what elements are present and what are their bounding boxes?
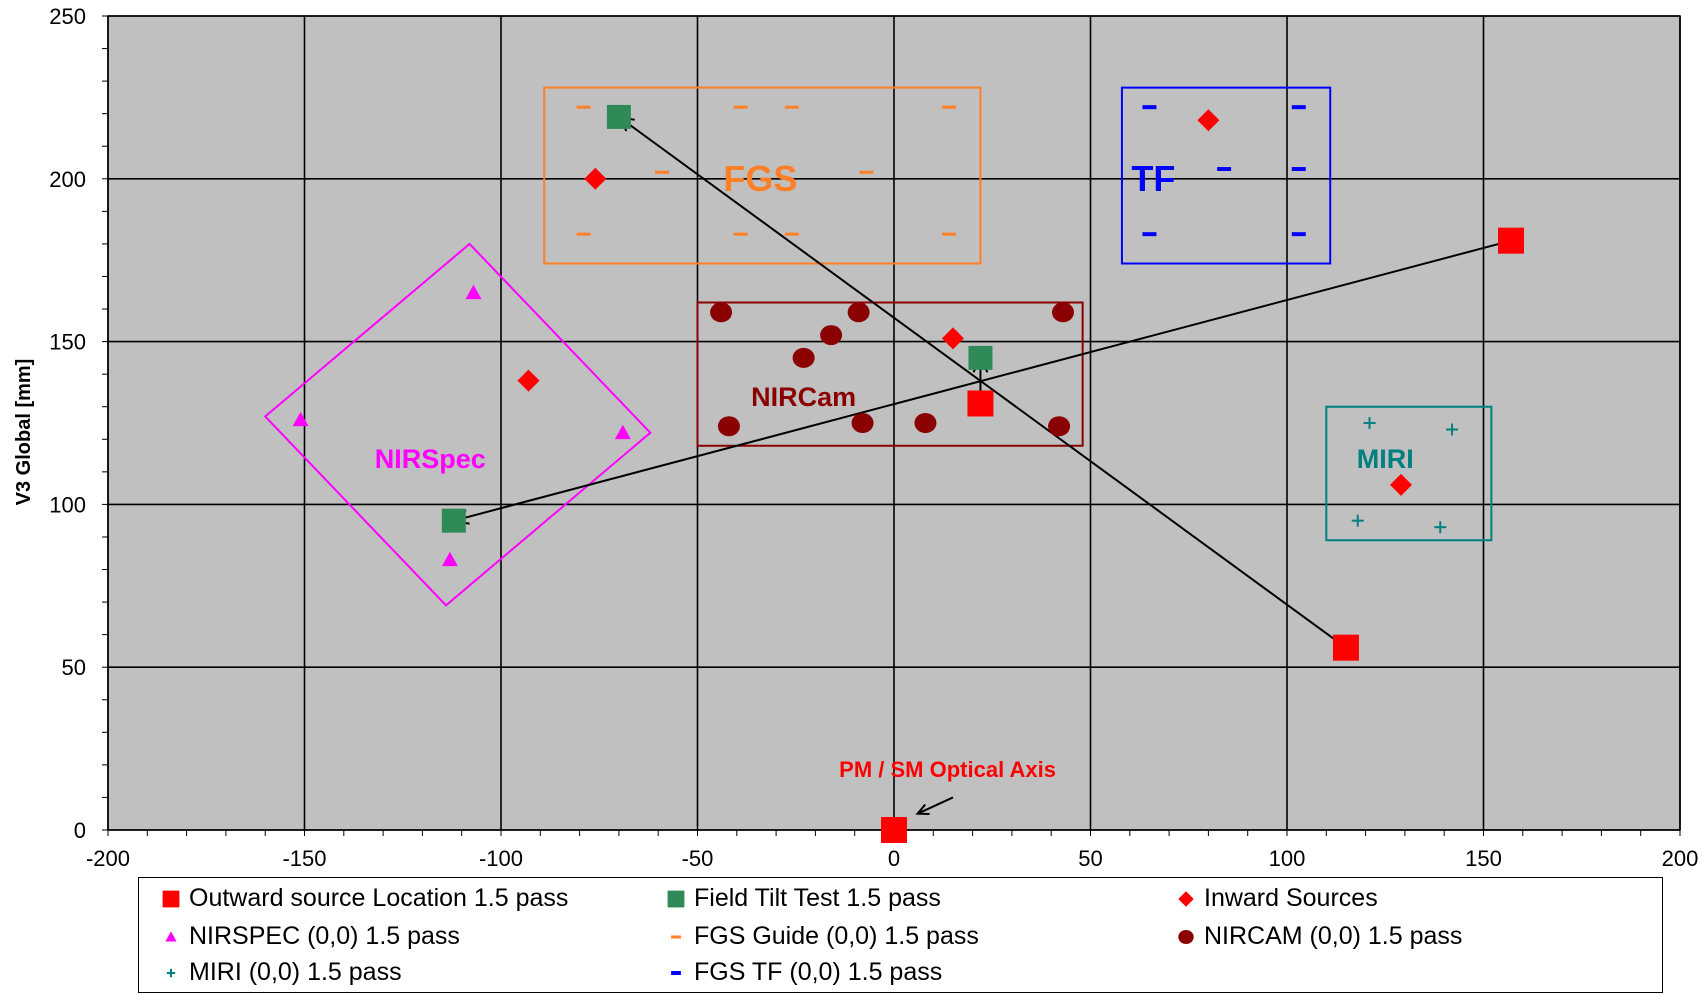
annotation-arrow-head bbox=[915, 803, 930, 815]
nircam-marker bbox=[717, 416, 740, 437]
nirspec-marker bbox=[614, 424, 631, 440]
legend-symbol bbox=[667, 890, 685, 907]
legend-label: Field Tilt Test 1.5 pass bbox=[694, 884, 941, 912]
nirspec-marker bbox=[465, 284, 482, 300]
legend-item: Field Tilt Test 1.5 pass bbox=[664, 884, 941, 913]
legend-label: FGS Guide (0,0) 1.5 pass bbox=[694, 922, 979, 950]
x-tick-label: -200 bbox=[86, 846, 130, 871]
y-tick-label: 150 bbox=[49, 330, 86, 355]
legend-marker-dash bbox=[671, 970, 681, 975]
nirspec-marker bbox=[292, 411, 309, 427]
legend-symbol bbox=[1178, 929, 1194, 944]
annotation-optical-axis: PM / SM Optical Axis bbox=[839, 757, 1056, 782]
annotation-arrow bbox=[917, 796, 954, 815]
legend-item: FGS TF (0,0) 1.5 pass bbox=[664, 958, 942, 987]
legend-label: NIRSPEC (0,0) 1.5 pass bbox=[189, 922, 460, 950]
box-label-tf: TF bbox=[1131, 158, 1175, 199]
field-tilt-marker bbox=[441, 508, 466, 533]
legend-item: Inward Sources bbox=[1174, 884, 1378, 913]
field-tilt-marker bbox=[606, 104, 631, 129]
y-tick-label: 200 bbox=[49, 167, 86, 192]
legend-symbol bbox=[165, 930, 177, 941]
x-tick-label: -50 bbox=[682, 846, 714, 871]
box-label-nirspec: NIRSpec bbox=[375, 444, 486, 474]
x-tick-label: -100 bbox=[479, 846, 523, 871]
inward-marker bbox=[1197, 109, 1220, 132]
instrument-box-fgs bbox=[543, 86, 982, 265]
y-tick-label: 100 bbox=[49, 492, 86, 517]
y-tick-label: 250 bbox=[49, 4, 86, 29]
x-tick-label: 100 bbox=[1269, 846, 1306, 871]
box-labels: FGS TF NIRCam NIRSpec MIRI PM / SM Optical Ax… bbox=[375, 158, 1414, 815]
legend-label: NIRCAM (0,0) 1.5 pass bbox=[1204, 922, 1463, 950]
instrument-boxes bbox=[263, 86, 1493, 607]
box-label-fgs: FGS bbox=[723, 158, 797, 199]
legend-item: NIRSPEC (0,0) 1.5 pass bbox=[159, 922, 460, 951]
legend-symbol bbox=[1178, 890, 1194, 907]
x-tick-label: 50 bbox=[1078, 846, 1102, 871]
legend-item: NIRCAM (0,0) 1.5 pass bbox=[1174, 922, 1462, 951]
instrument-box-nirspec bbox=[263, 242, 652, 607]
x-tick-label: 200 bbox=[1662, 846, 1699, 871]
legend-marker-triangle bbox=[165, 930, 177, 941]
legend-marker-diamond bbox=[1178, 890, 1194, 907]
legend-item: MIRI (0,0) 1.5 pass bbox=[159, 958, 402, 987]
nircam-marker bbox=[1048, 416, 1071, 437]
legend-label: MIRI (0,0) 1.5 pass bbox=[189, 958, 402, 986]
outward-marker bbox=[967, 390, 994, 417]
legend-symbol bbox=[162, 890, 180, 907]
legend-marker-square bbox=[162, 890, 180, 907]
legend-item: FGS Guide (0,0) 1.5 pass bbox=[664, 922, 979, 951]
nircam-marker bbox=[792, 347, 815, 368]
legend-label: Outward source Location 1.5 pass bbox=[189, 884, 569, 912]
x-tick-label: -150 bbox=[282, 846, 326, 871]
legend: Outward source Location 1.5 pass Field Ti… bbox=[138, 877, 1663, 993]
inward-marker bbox=[1389, 473, 1412, 496]
nircam-marker bbox=[914, 413, 937, 433]
field-tilt-marker bbox=[968, 345, 993, 370]
instrument-box-nircam bbox=[696, 301, 1084, 447]
nircam-marker bbox=[847, 302, 870, 323]
inward-marker bbox=[941, 327, 964, 350]
y-tick-label: 0 bbox=[74, 818, 86, 843]
nircam-marker bbox=[820, 325, 843, 346]
y-axis-label: V3 Global [mm] bbox=[13, 359, 35, 506]
box-label-miri: MIRI bbox=[1357, 444, 1414, 474]
outward-marker bbox=[1498, 227, 1525, 254]
legend-marker-dash bbox=[671, 935, 681, 938]
y-tick-label: 50 bbox=[62, 655, 86, 680]
arrow bbox=[453, 239, 1512, 522]
data-marks bbox=[292, 104, 1525, 843]
inward-marker bbox=[517, 369, 540, 392]
legend-item: Outward source Location 1.5 pass bbox=[159, 884, 568, 913]
x-tick-label: 0 bbox=[888, 846, 900, 871]
arrow bbox=[618, 116, 1347, 649]
outward-marker bbox=[881, 817, 907, 843]
legend-label: Inward Sources bbox=[1204, 884, 1378, 912]
nircam-marker bbox=[710, 302, 733, 323]
outward-marker bbox=[1332, 634, 1359, 661]
legend-marker-square bbox=[667, 890, 685, 907]
box-label-nircam: NIRCam bbox=[751, 382, 856, 412]
legend-marker-plus bbox=[166, 968, 176, 977]
legend-label: FGS TF (0,0) 1.5 pass bbox=[694, 958, 943, 986]
legend-marker-circle bbox=[1178, 929, 1194, 944]
instrument-box-tf bbox=[1120, 86, 1332, 265]
nircam-marker bbox=[851, 413, 874, 433]
x-tick-label: 150 bbox=[1465, 846, 1502, 871]
axes: -200 -150 -100 -50 0 50 100 150 200 0 50 100 150 200 2… bbox=[49, 4, 1698, 871]
inward-marker bbox=[584, 167, 607, 190]
nirspec-marker bbox=[441, 551, 458, 567]
nircam-marker bbox=[1051, 302, 1074, 323]
instrument-box-miri bbox=[1325, 405, 1493, 542]
